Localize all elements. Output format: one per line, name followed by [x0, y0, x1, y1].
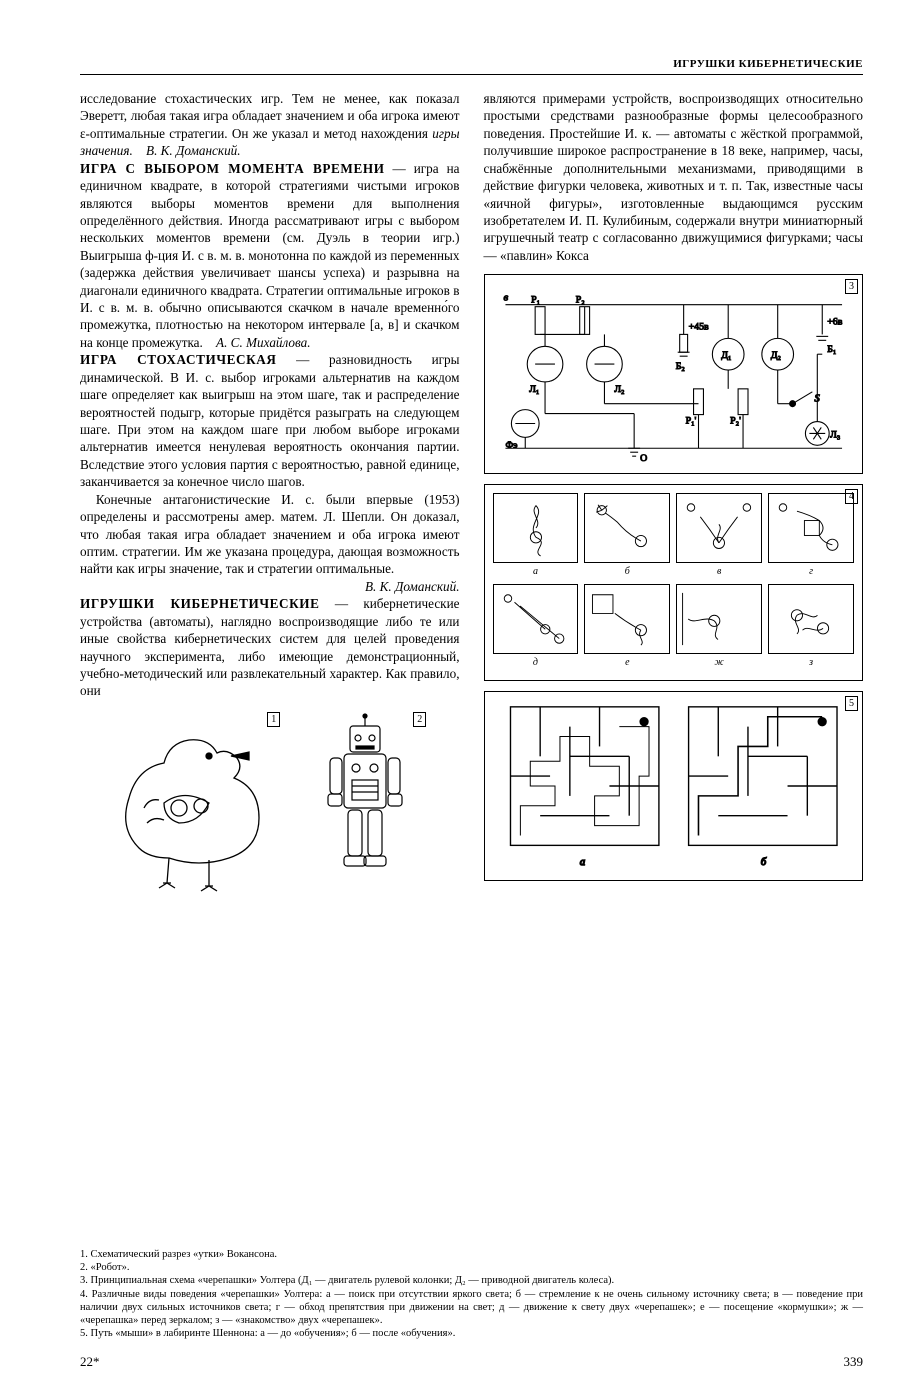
svg-text:Фэ: Фэ — [505, 440, 517, 451]
signature: В. К. Доманский. — [365, 579, 460, 594]
para: Конечные антагонистические И. с. были вп… — [80, 491, 460, 578]
figure-number: 2 — [413, 712, 426, 727]
svg-text:Б₁: Б₁ — [827, 344, 836, 355]
running-head: ИГРУШКИ КИБЕРНЕТИЧЕСКИЕ — [673, 58, 863, 70]
entry-body: — разновидность игры динамической. В И. … — [80, 352, 460, 489]
left-column: исследование стохастических игр. Тем не … — [80, 90, 460, 898]
signature: В. К. Доманский. — [146, 143, 241, 158]
para: исследование стохастических игр. Тем не … — [80, 90, 460, 160]
signature: А. С. Михайлова. — [216, 335, 311, 350]
svg-text:в: в — [503, 292, 508, 304]
svg-text:Л₃: Л₃ — [830, 430, 840, 441]
caption: 4. Различные виды поведения «черепашки» … — [80, 1288, 863, 1327]
entry: ИГРА С ВЫБОРОМ МОМЕНТА ВРЕМЕНИ — игра на… — [80, 160, 460, 352]
entry: ИГРА СТОХАСТИЧЕСКАЯ — разновидность игры… — [80, 351, 460, 490]
tortoise-label: з — [768, 656, 854, 669]
page-number-left: 22* — [80, 1354, 100, 1370]
right-column: являются примерами устройств, воспроизво… — [484, 90, 864, 898]
page-number-right: 339 — [844, 1354, 864, 1370]
figure-number: 3 — [845, 279, 858, 294]
caption: 5. Путь «мыши» в лабиринте Шеннона: а — … — [80, 1327, 863, 1340]
svg-text:Б₂: Б₂ — [675, 361, 684, 372]
tortoise-label: г — [768, 565, 854, 578]
header-rule — [80, 74, 863, 75]
tortoise-cell: ж — [676, 584, 762, 669]
figure-number: 1 — [267, 712, 280, 727]
svg-text:+45в: +45в — [688, 322, 708, 333]
tortoise-cell: г — [768, 493, 854, 578]
svg-text:Р₁': Р₁' — [685, 416, 696, 427]
svg-text:б: б — [760, 856, 766, 868]
figure-5: 5 — [484, 691, 864, 881]
entry: ИГРУШКИ КИБЕРНЕТИЧЕСКИЕ — кибернетически… — [80, 595, 460, 700]
page: ИГРУШКИ КИБЕРНЕТИЧЕСКИЕ исследование сто… — [0, 0, 923, 1400]
caption: 1. Схематический разрез «утки» Вокансона… — [80, 1248, 863, 1261]
tortoise-cell: в — [676, 493, 762, 578]
captions: 1. Схематический разрез «утки» Вокансона… — [80, 1248, 863, 1340]
figure-1: 1 — [109, 708, 284, 898]
svg-text:Л₁: Л₁ — [529, 384, 539, 395]
svg-text:О: О — [640, 453, 647, 464]
entry-head: ИГРУШКИ КИБЕРНЕТИЧЕСКИЕ — [80, 596, 320, 611]
svg-text:Р₂: Р₂ — [575, 295, 584, 306]
entry-head: ИГРА СТОХАСТИЧЕСКАЯ — [80, 352, 277, 367]
tortoise-cell: б — [584, 493, 670, 578]
tortoise-grid: а б в г д — [485, 485, 863, 673]
caption: 3. Принципиальная схема «черепашки» Уолт… — [80, 1274, 863, 1287]
figure-3: 3 в Р₁ Р₂ Л₁ Л₂ — [484, 274, 864, 474]
svg-text:Д₁: Д₁ — [721, 350, 731, 361]
circuit-diagram-icon: в Р₁ Р₂ Л₁ Л₂ +45в Б₂ — [485, 275, 863, 473]
tortoise-cell: а — [493, 493, 579, 578]
maze-diagram-icon: а б — [485, 692, 863, 880]
tortoise-label: е — [584, 656, 670, 669]
tortoise-label: д — [493, 656, 579, 669]
tortoise-label: б — [584, 565, 670, 578]
entry-head: ИГРА С ВЫБОРОМ МОМЕНТА ВРЕМЕНИ — [80, 161, 385, 176]
svg-text:Л₂: Л₂ — [614, 384, 624, 395]
text: исследование стохастических игр. Тем не … — [80, 91, 460, 141]
svg-text:Р₁: Р₁ — [531, 295, 540, 306]
duck-icon — [109, 708, 284, 898]
svg-text:Д₂: Д₂ — [770, 350, 780, 361]
entry-body: — кибернетические устройства (автоматы),… — [80, 596, 460, 698]
entry-body: — игра на единичном квадрате, в которой … — [80, 161, 460, 350]
figures-row-1-2: 1 2 — [80, 708, 460, 898]
tortoise-label: в — [676, 565, 762, 578]
columns: исследование стохастических игр. Тем не … — [80, 90, 863, 898]
figure-2: 2 — [300, 708, 430, 898]
svg-text:а: а — [579, 856, 585, 868]
para: являются примерами устройств, воспроизво… — [484, 90, 864, 264]
caption: 2. «Робот». — [80, 1261, 863, 1274]
tortoise-cell: д — [493, 584, 579, 669]
signature-line: В. К. Доманский. — [80, 578, 460, 595]
tortoise-cell: е — [584, 584, 670, 669]
figure-number: 5 — [845, 696, 858, 711]
tortoise-cell: з — [768, 584, 854, 669]
tortoise-label: а — [493, 565, 579, 578]
svg-text:Р₂': Р₂' — [730, 416, 741, 427]
tortoise-label: ж — [676, 656, 762, 669]
figure-4: 4 а б в — [484, 484, 864, 680]
robot-icon — [300, 708, 430, 898]
svg-text:+6в: +6в — [827, 317, 843, 328]
